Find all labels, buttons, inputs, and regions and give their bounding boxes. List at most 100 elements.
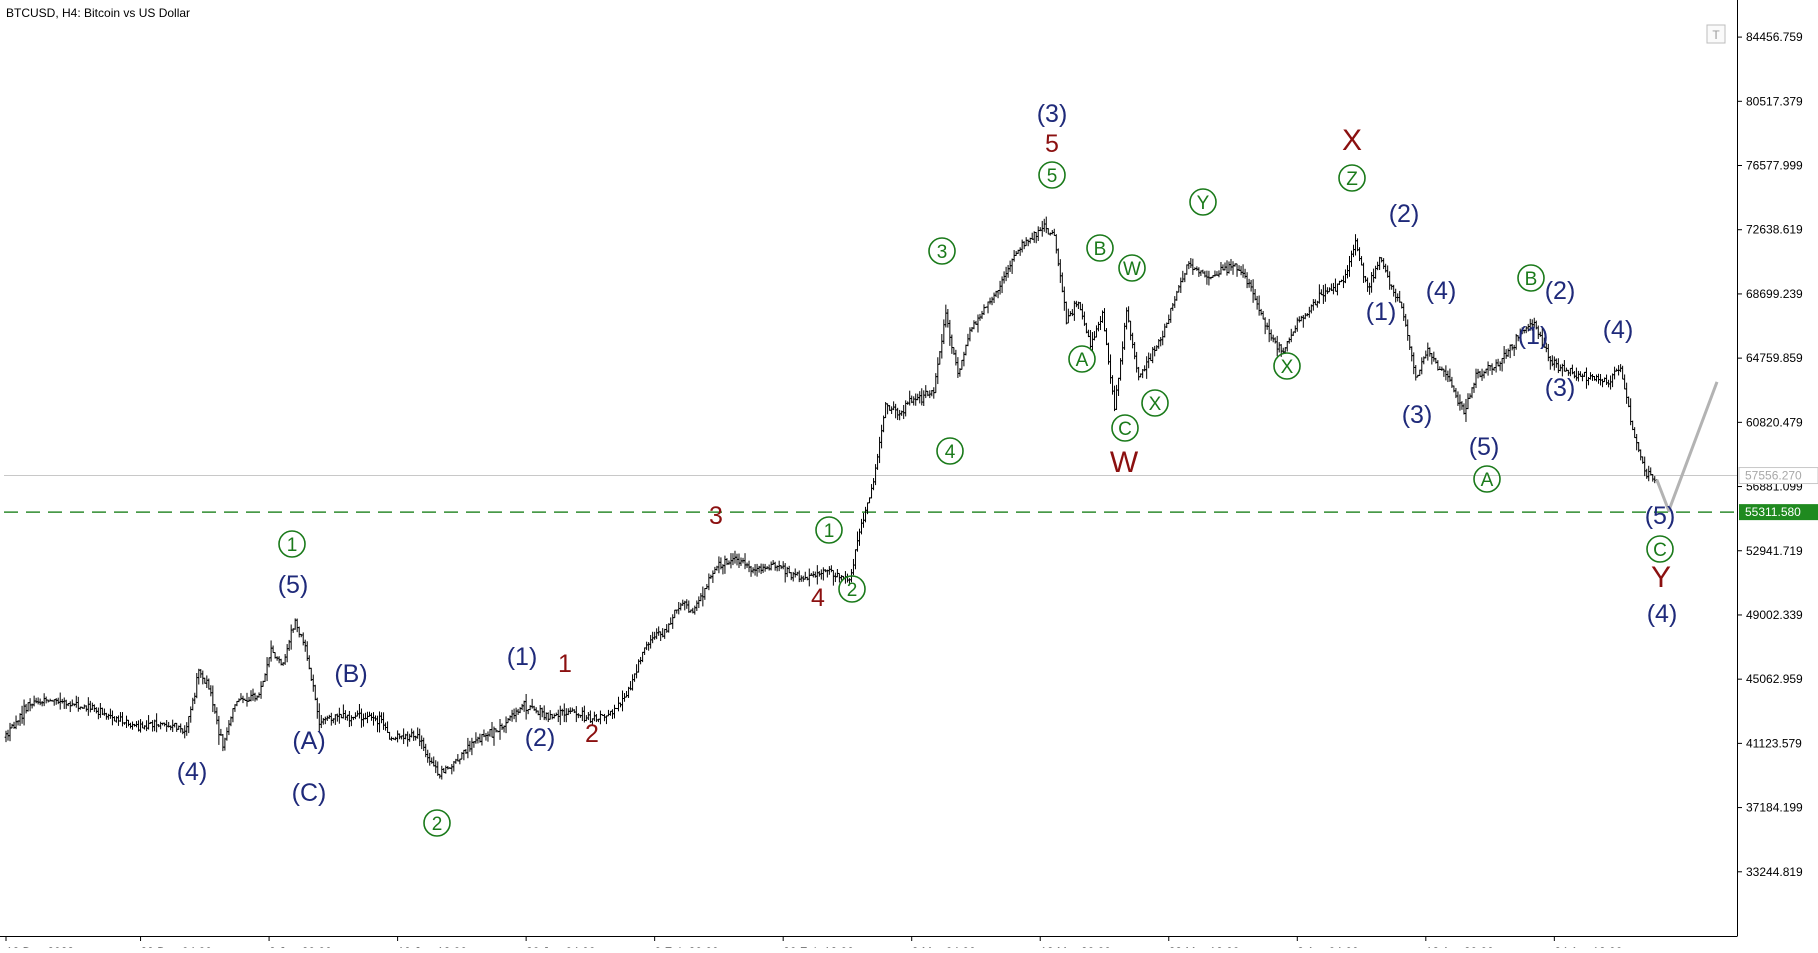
wave-label: (4) [1647, 600, 1678, 628]
t-icon[interactable]: T [1706, 24, 1726, 44]
y-tick-label: 37184.199 [1746, 801, 1803, 815]
wave-label-text: 4 [945, 442, 956, 463]
wave-label-text: 3 [937, 242, 948, 263]
wave-circle [1273, 352, 1301, 380]
wave-label: (2) [525, 724, 556, 752]
wave-label-text: A [1481, 470, 1494, 491]
wave-label-text: B [1525, 269, 1538, 290]
wave-label: (3) [1037, 100, 1068, 128]
wave-label: W [1110, 446, 1139, 479]
support-price-label: 55311.580 [1745, 505, 1801, 519]
bid-price-label: 57556.270 [1745, 469, 1802, 483]
wave-label: (5) [278, 571, 309, 599]
y-tick-label: 45062.959 [1746, 672, 1803, 686]
wave-label-circled: Y [1189, 188, 1217, 216]
y-tick-label: 33244.819 [1746, 865, 1803, 879]
wave-circle [1141, 389, 1169, 417]
wave-circle [1111, 414, 1139, 442]
wave-label-circled: 5 [1038, 161, 1066, 189]
bid-price-badge: 57556.270 [1738, 467, 1818, 485]
wave-label: (C) [292, 779, 327, 807]
wave-label: (2) [1389, 200, 1420, 228]
projection-path [1655, 381, 1719, 513]
wave-label-text: Z [1346, 169, 1358, 190]
wave-label: (3) [1402, 401, 1433, 429]
wave-label: 4 [811, 584, 825, 612]
wave-label-circled: 2 [423, 809, 451, 837]
wave-label: (4) [177, 758, 208, 786]
wave-label-circled: W [1118, 254, 1146, 282]
wave-circle [936, 437, 964, 465]
wave-label: (3) [1545, 374, 1576, 402]
wave-label: (1) [1366, 298, 1397, 326]
wave-circle [1118, 254, 1146, 282]
wave-circle [1068, 345, 1096, 373]
chart-title: BTCUSD, H4: Bitcoin vs US Dollar [6, 6, 190, 20]
wave-label-text: C [1653, 540, 1667, 561]
wave-circle [1086, 234, 1114, 262]
t-icon-label: T [1712, 28, 1720, 42]
wave-label: (4) [1603, 316, 1634, 344]
wave-label: 3 [709, 502, 723, 530]
wave-circle [1517, 264, 1545, 292]
y-tick-label: 68699.239 [1746, 287, 1803, 301]
wave-label-text: B [1094, 239, 1107, 260]
wave-label-circled: 2 [838, 575, 866, 603]
wave-circle [838, 575, 866, 603]
wave-circle [1189, 188, 1217, 216]
wave-label: (1) [507, 643, 538, 671]
wave-labels: (4)(5)1(A)(B)(C)2(1)(2)1234123455(3)ABCW… [177, 100, 1678, 837]
wave-label-text: W [1123, 259, 1141, 280]
candles [4, 216, 1659, 780]
wave-label-circled: B [1517, 264, 1545, 292]
wave-label: 2 [585, 720, 599, 748]
wave-circle [423, 809, 451, 837]
y-tick-label: 76577.999 [1746, 159, 1803, 173]
y-tick-label: 80517.379 [1746, 94, 1803, 108]
wave-circle [278, 530, 306, 558]
wave-label-circled: 3 [928, 237, 956, 265]
wave-label: X [1342, 124, 1362, 157]
wave-label-text: C [1118, 419, 1132, 440]
wave-label-text: 2 [847, 580, 858, 601]
wave-label-text: X [1281, 357, 1294, 378]
y-tick-label: 49002.339 [1746, 608, 1803, 622]
wave-label: (1) [1518, 322, 1549, 350]
wave-label-circled: A [1068, 345, 1096, 373]
wave-circle [1038, 161, 1066, 189]
bid-price-badge-bg [1738, 467, 1818, 485]
projection-group [1655, 381, 1719, 513]
wave-label-circled: C [1646, 535, 1674, 563]
y-tick-label: 52941.719 [1746, 544, 1803, 558]
wave-label-text: Y [1197, 193, 1210, 214]
wave-circle [928, 237, 956, 265]
wave-circle [1338, 164, 1366, 192]
y-tick-label: 64759.859 [1746, 351, 1803, 365]
y-tick-label: 84456.759 [1746, 30, 1803, 44]
wave-label-text: X [1149, 394, 1162, 415]
support-price-badge-bg [1739, 504, 1818, 521]
wave-label-circled: X [1273, 352, 1301, 380]
wave-label-circled: C [1111, 414, 1139, 442]
wave-label-text: 1 [287, 535, 298, 556]
wave-label: Y [1651, 561, 1671, 594]
wave-label-circled: 1 [815, 516, 843, 544]
support-price-badge: 55311.580 [1739, 504, 1818, 521]
y-tick-label: 60820.479 [1746, 415, 1803, 429]
wave-label: 5 [1045, 130, 1059, 158]
wave-label-circled: 1 [278, 530, 306, 558]
price-badges: 57556.270 55311.580 [1738, 467, 1818, 521]
wave-label-text: 1 [824, 521, 835, 542]
wave-label: 1 [558, 650, 572, 678]
wave-label-circled: 4 [936, 437, 964, 465]
wave-label-circled: B [1086, 234, 1114, 262]
wave-label: (5) [1469, 433, 1500, 461]
y-tick-label: 72638.619 [1746, 223, 1803, 237]
wave-label: (A) [292, 727, 325, 755]
wave-label-circled: Z [1338, 164, 1366, 192]
wave-circle [1646, 535, 1674, 563]
wave-label-text: 2 [432, 814, 443, 835]
wave-label-text: A [1076, 350, 1089, 371]
